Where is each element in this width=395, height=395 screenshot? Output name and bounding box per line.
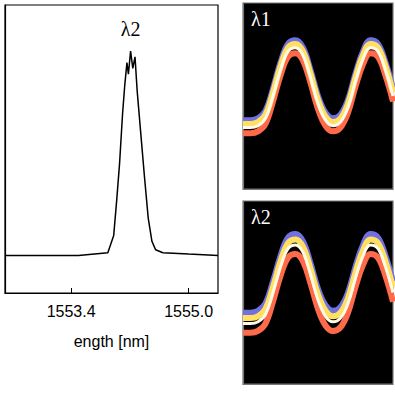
- svg-text:λ1: λ1: [251, 8, 271, 30]
- svg-text:λ2: λ2: [251, 206, 271, 228]
- svg-text:ength [nm]: ength [nm]: [74, 333, 150, 350]
- svg-text:1555.0: 1555.0: [164, 303, 213, 320]
- svg-text:λ2: λ2: [121, 18, 141, 40]
- svg-text:1553.4: 1553.4: [47, 303, 96, 320]
